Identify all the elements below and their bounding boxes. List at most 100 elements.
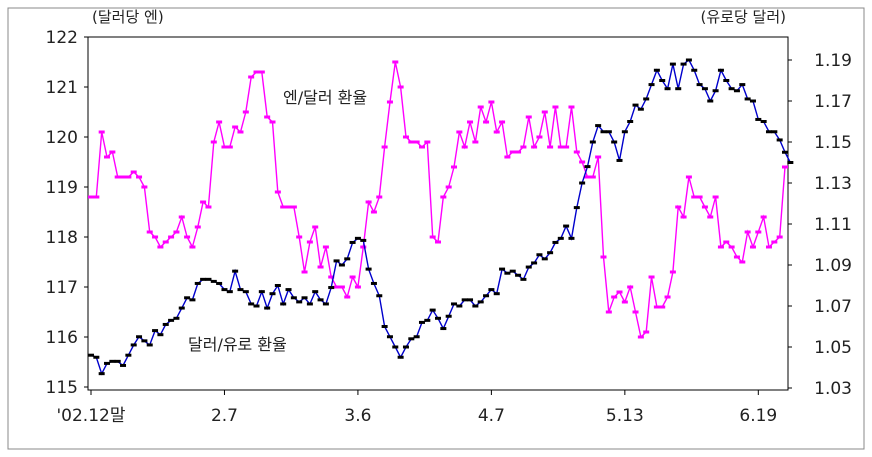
series-1-point [173,316,180,320]
series-1-point [301,296,308,300]
left-axis-unit: (달러당 엔) [92,8,164,26]
series-0-point [381,145,388,149]
series-1-point [701,87,708,91]
left-tick-label: 120 [46,128,78,148]
left-axis-ticks: 122 121 120 119 118 117 116 115 [46,28,88,398]
series-1-point [616,158,623,162]
plot-area [87,36,789,391]
series-0-point [210,140,217,144]
series-1-point [504,271,511,275]
series-1-point [354,236,361,240]
series-0-point [467,120,474,124]
series-1-point [653,68,660,72]
series-0-point [402,135,409,139]
series-1-point [104,361,111,365]
series-1-point [210,279,217,283]
series-1-point [787,161,794,164]
series-1-point [146,343,153,347]
series-1-point [237,288,244,292]
series-0-point [605,310,612,314]
series-0-point [322,245,329,249]
series-1-point [141,339,148,343]
series-1-point [696,83,703,87]
series-1-point [168,318,175,322]
series-0-point [109,150,116,154]
series-1-point [541,257,548,261]
series-1-point [114,359,121,363]
series-1-point [200,277,207,281]
series-1-point [269,292,276,296]
series-0-point [595,155,602,159]
series-1-point [130,343,137,347]
series-0-point [536,135,543,139]
series-1-point [109,359,116,363]
series-0-point [483,120,490,124]
series-1-point [435,316,441,320]
series-1-point [477,300,484,304]
x-tick-label: 3.6 [344,406,371,426]
x-tick-label: 2.7 [211,406,238,426]
series-1-point [451,302,458,306]
series-0-point [771,240,778,244]
series-1-point [312,290,319,294]
series-0-point [184,235,191,239]
series-0-point [248,75,255,79]
series-0-point [648,275,655,279]
series-1-point [296,300,303,304]
series-1-point [589,140,596,144]
series-1-point [184,296,191,300]
series-0-point [386,100,393,104]
series-0-point [435,240,441,244]
series-1-point [675,87,682,91]
series-1-point [563,224,570,228]
series-1-point [509,269,516,273]
series-0-point [739,260,746,264]
series-1-point [782,150,788,154]
series-1-point [627,120,634,123]
series-1-point [488,288,495,292]
series-1-point [755,117,762,121]
series-0-point [643,330,650,334]
series-0-point [573,150,580,154]
series-0-point [146,230,153,234]
series-1-point [306,302,313,306]
series-1-point [413,335,420,339]
series-0-point [221,145,228,149]
series-0-point [723,240,730,244]
annotation-dollar-euro: 달러/유로 환율 [188,335,287,354]
series-0-point [152,235,159,239]
series-1-point [317,298,324,302]
series-0-point [189,245,196,249]
series-0-point [216,120,223,124]
series-0-point [579,160,586,164]
series-1-point [749,99,756,103]
right-tick-label: 1.05 [814,338,852,358]
series-1-point [568,236,575,240]
left-tick-label: 116 [46,328,78,348]
series-1-point [290,296,297,300]
series-1-point [515,273,522,277]
series-1-point [162,322,169,326]
series-1-point [242,290,249,294]
series-1-point [483,294,490,298]
series-0-point [685,175,692,179]
series-0-point [568,105,575,109]
series-1-point [707,99,714,103]
series-0-point [141,185,148,189]
series-0-point [504,155,511,159]
series-1-point [723,79,730,82]
series-1-point [216,281,223,285]
series-1-point [125,353,132,357]
series-0-point [269,120,276,124]
series-0-point [632,310,639,314]
series-1-point [365,267,372,271]
series-1-point [621,130,628,134]
series-0-point [557,145,564,149]
series-0-point [563,145,570,149]
series-0-point [499,120,506,124]
series-1-point [552,240,559,244]
series-0-point [237,130,244,134]
series-0-point [242,110,249,114]
series-0-point [515,150,522,154]
